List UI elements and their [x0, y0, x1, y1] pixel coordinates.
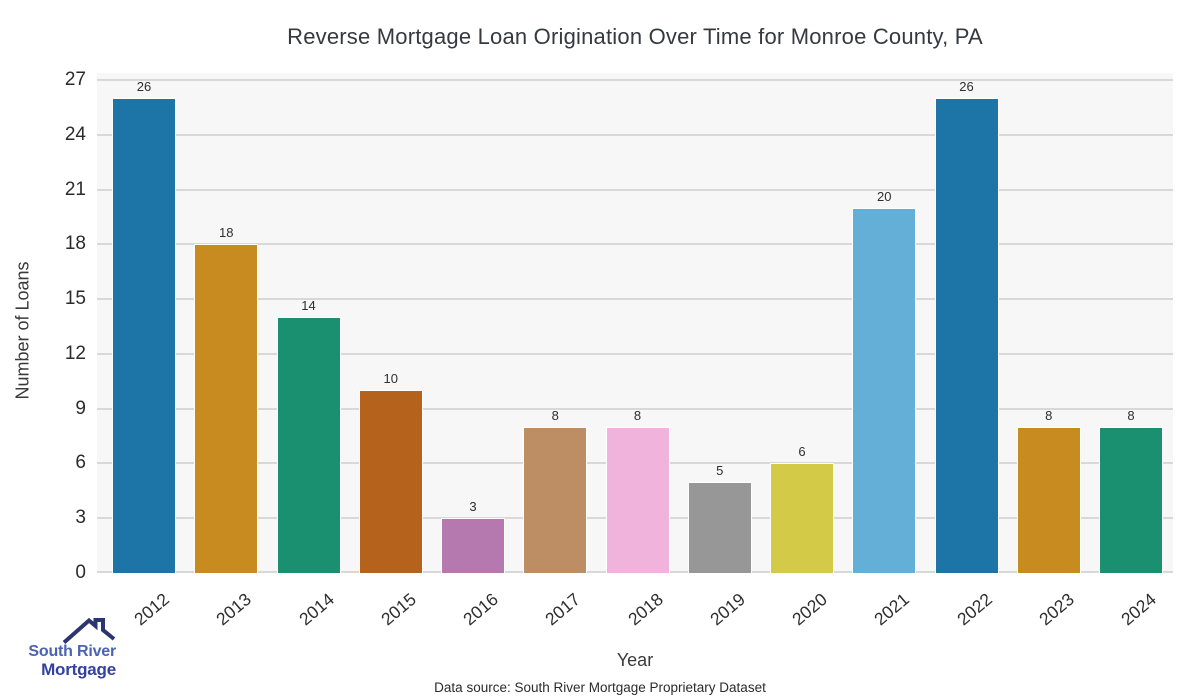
bar-value-2023: 8	[1045, 407, 1053, 423]
x-tick-2020: 2020	[788, 589, 831, 630]
bar-value-2020: 6	[798, 444, 806, 460]
y-tick-15: 15	[64, 288, 86, 310]
gridline-y-15	[97, 298, 1173, 301]
y-tick-18: 18	[64, 233, 86, 255]
bar-2015	[358, 390, 423, 573]
plot-area: 26 18 14 10 3 8 8 5 6 20 26 8 8	[97, 73, 1173, 573]
gridline-y-27	[97, 79, 1173, 81]
y-tick-24: 24	[64, 123, 86, 145]
bar-value-2015: 10	[383, 371, 398, 387]
x-tick-2024: 2024	[1117, 589, 1160, 630]
x-tick-2022: 2022	[952, 589, 996, 630]
x-tick-2023: 2023	[1034, 589, 1078, 630]
x-tick-2014: 2014	[294, 589, 338, 630]
bar-value-2016: 3	[469, 499, 477, 515]
bar-2022	[934, 98, 999, 573]
bar-value-2013: 18	[219, 225, 234, 241]
y-tick-27: 27	[64, 69, 86, 90]
x-tick-2013: 2013	[212, 589, 256, 630]
x-tick-2015: 2015	[376, 589, 420, 630]
logo-text-mortgage: Mortgage	[41, 660, 116, 679]
y-tick-9: 9	[75, 397, 86, 419]
logo-text-south-river: South River	[28, 643, 116, 660]
bar-2017	[523, 426, 588, 573]
x-tick-2016: 2016	[459, 589, 502, 630]
gridline-y-9	[97, 407, 1173, 410]
bar-value-2024: 8	[1127, 407, 1135, 423]
bar-value-2019: 5	[716, 462, 724, 478]
bar-value-2017: 8	[551, 407, 559, 423]
bar-2012	[112, 98, 176, 573]
gridline-y-21	[97, 188, 1173, 191]
x-tick-2012: 2012	[130, 589, 173, 630]
bar-2024	[1099, 426, 1163, 573]
bar-value-2014: 14	[301, 298, 316, 314]
y-tick-3: 3	[75, 507, 86, 529]
y-tick-21: 21	[64, 178, 86, 200]
house-roof-icon	[62, 618, 116, 644]
y-tick-12: 12	[64, 342, 86, 364]
bar-2014	[276, 317, 341, 573]
bar-value-2018: 8	[633, 407, 642, 423]
y-axis-label: Number of Loans	[12, 261, 33, 400]
bar-value-2012: 26	[136, 79, 152, 95]
gridline-y-18	[97, 243, 1173, 246]
bar-value-2022: 26	[959, 79, 974, 95]
bar-2013	[194, 244, 259, 573]
data-source-note: Data source: South River Mortgage Propri…	[434, 680, 766, 695]
gridline-y-12	[97, 352, 1173, 355]
bar-2018	[605, 426, 670, 573]
x-tick-2021: 2021	[870, 589, 914, 630]
x-axis-label: Year	[616, 650, 654, 670]
bar-2020	[770, 463, 834, 573]
bar-2021	[852, 207, 917, 573]
y-tick-0: 0	[75, 562, 86, 583]
bar-value-2021: 20	[877, 188, 892, 204]
chart-title: Reverse Mortgage Loan Origination Over T…	[287, 24, 983, 49]
gridline-y-24	[97, 133, 1173, 136]
x-tick-2018: 2018	[623, 589, 667, 630]
y-tick-6: 6	[75, 452, 86, 474]
x-tick-2019: 2019	[705, 589, 749, 630]
bar-2019	[687, 481, 752, 573]
x-tick-2017: 2017	[541, 589, 585, 630]
bar-2023	[1016, 426, 1081, 573]
bar-2016	[441, 518, 505, 573]
